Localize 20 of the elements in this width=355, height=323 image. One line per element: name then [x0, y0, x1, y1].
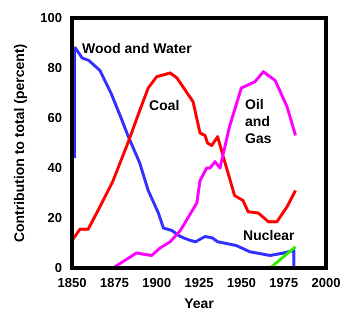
- x-tick-label: 1975: [269, 275, 298, 290]
- series-label: Wood and Water: [82, 40, 192, 56]
- x-axis-title: Year: [184, 295, 214, 311]
- x-tick-label: 1925: [184, 275, 214, 290]
- y-tick-label: 0: [54, 260, 62, 276]
- x-tick-label: 1950: [226, 275, 256, 290]
- y-axis-title: Contribution to total (percent): [11, 44, 27, 242]
- series-label: Nuclear: [243, 227, 295, 243]
- series-label: Oil and Gas: [245, 96, 272, 146]
- x-tick-label: 1875: [100, 275, 129, 290]
- series-label: Coal: [149, 97, 180, 113]
- x-tick-label: 1900: [142, 275, 172, 290]
- y-tick-label: 80: [48, 60, 62, 76]
- y-tick-label: 40: [48, 160, 62, 176]
- y-tick-label: 20: [48, 210, 62, 226]
- x-tick-label: 1850: [58, 275, 86, 290]
- x-tick-label: 2000: [312, 275, 340, 290]
- y-tick-label: 100: [40, 10, 62, 26]
- y-tick-label: 60: [48, 110, 62, 126]
- line-series: [114, 70, 298, 268]
